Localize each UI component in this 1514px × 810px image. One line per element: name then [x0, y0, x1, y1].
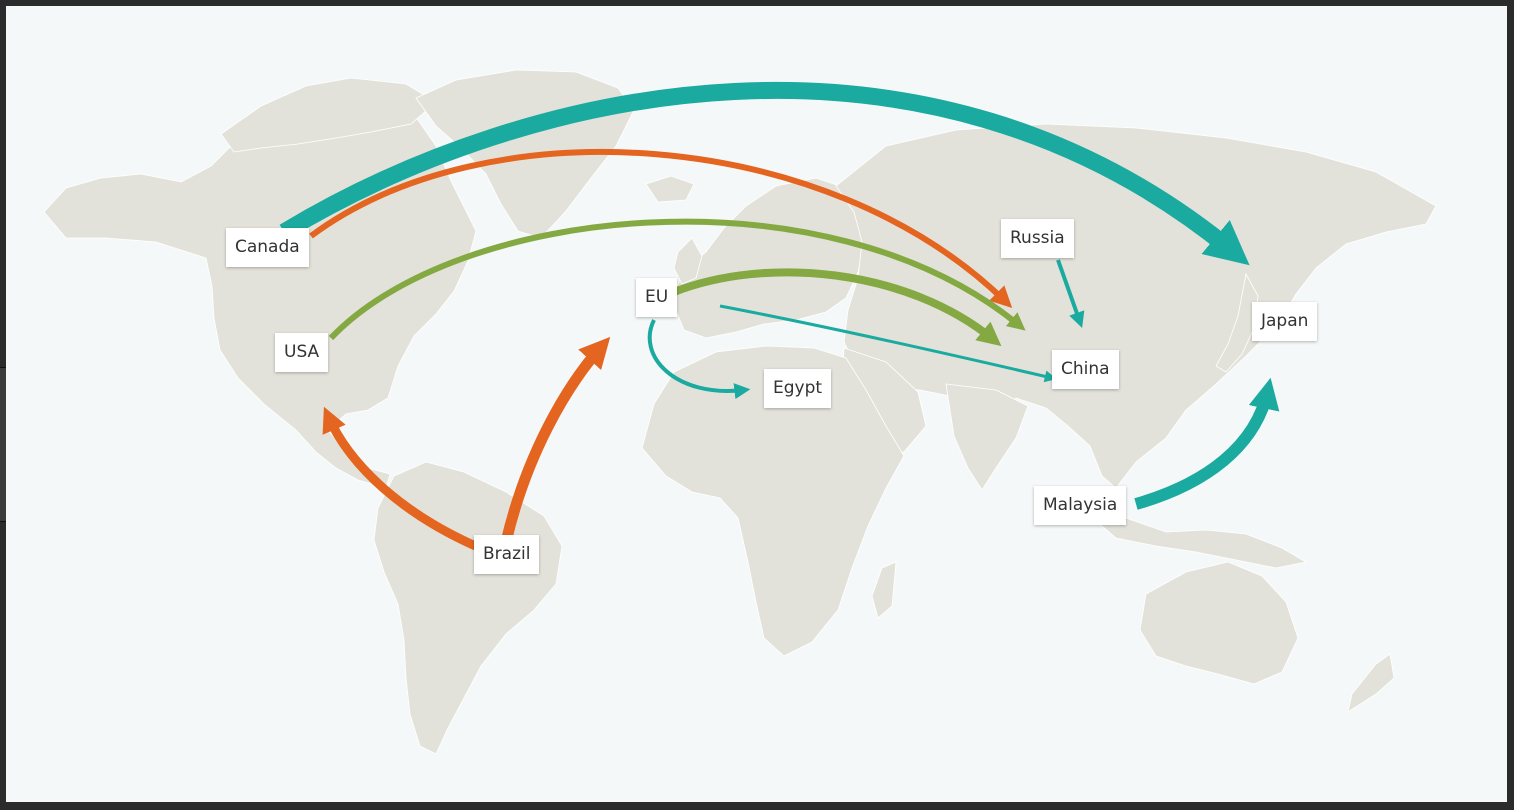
flow-eu-china-green — [672, 268, 1002, 347]
southeast-asia-islands — [1084, 511, 1308, 569]
madagascar — [871, 561, 897, 619]
australia — [1139, 561, 1299, 685]
label-russia[interactable]: Russia — [1001, 219, 1074, 258]
label-usa[interactable]: USA — [275, 333, 329, 372]
label-canada[interactable]: Canada — [226, 228, 309, 267]
label-eu[interactable]: EU — [636, 278, 678, 317]
flow-brazil-usa — [322, 406, 482, 553]
flow-eu-egypt — [647, 319, 751, 400]
land-masses — [43, 69, 1437, 755]
new-zealand — [1347, 653, 1395, 713]
africa — [641, 345, 905, 657]
flow-arrows — [279, 82, 1280, 553]
flow-russia-china — [1056, 259, 1085, 329]
flow-canada-china — [309, 149, 1013, 309]
flow-usa-china — [328, 218, 1026, 341]
label-brazil[interactable]: Brazil — [474, 535, 540, 574]
great-britain — [673, 237, 703, 285]
india — [945, 383, 1029, 491]
label-japan[interactable]: Japan — [1252, 302, 1318, 341]
flow-canada-japan — [279, 82, 1250, 266]
flow-eu-china-teal — [719, 304, 1057, 383]
iceland — [645, 175, 695, 203]
flow-malaysia-japan — [1134, 377, 1280, 510]
label-china[interactable]: China — [1052, 350, 1119, 389]
flow-brazil-eu — [500, 336, 611, 544]
arctic-archipelago — [220, 77, 437, 153]
label-egypt[interactable]: Egypt — [764, 369, 832, 408]
map-canvas — [43, 69, 1437, 755]
world-map: Canada USA Brazil EU Egypt Russia China … — [6, 6, 1507, 802]
label-malaysia[interactable]: Malaysia — [1034, 486, 1127, 525]
north-america — [43, 89, 477, 489]
